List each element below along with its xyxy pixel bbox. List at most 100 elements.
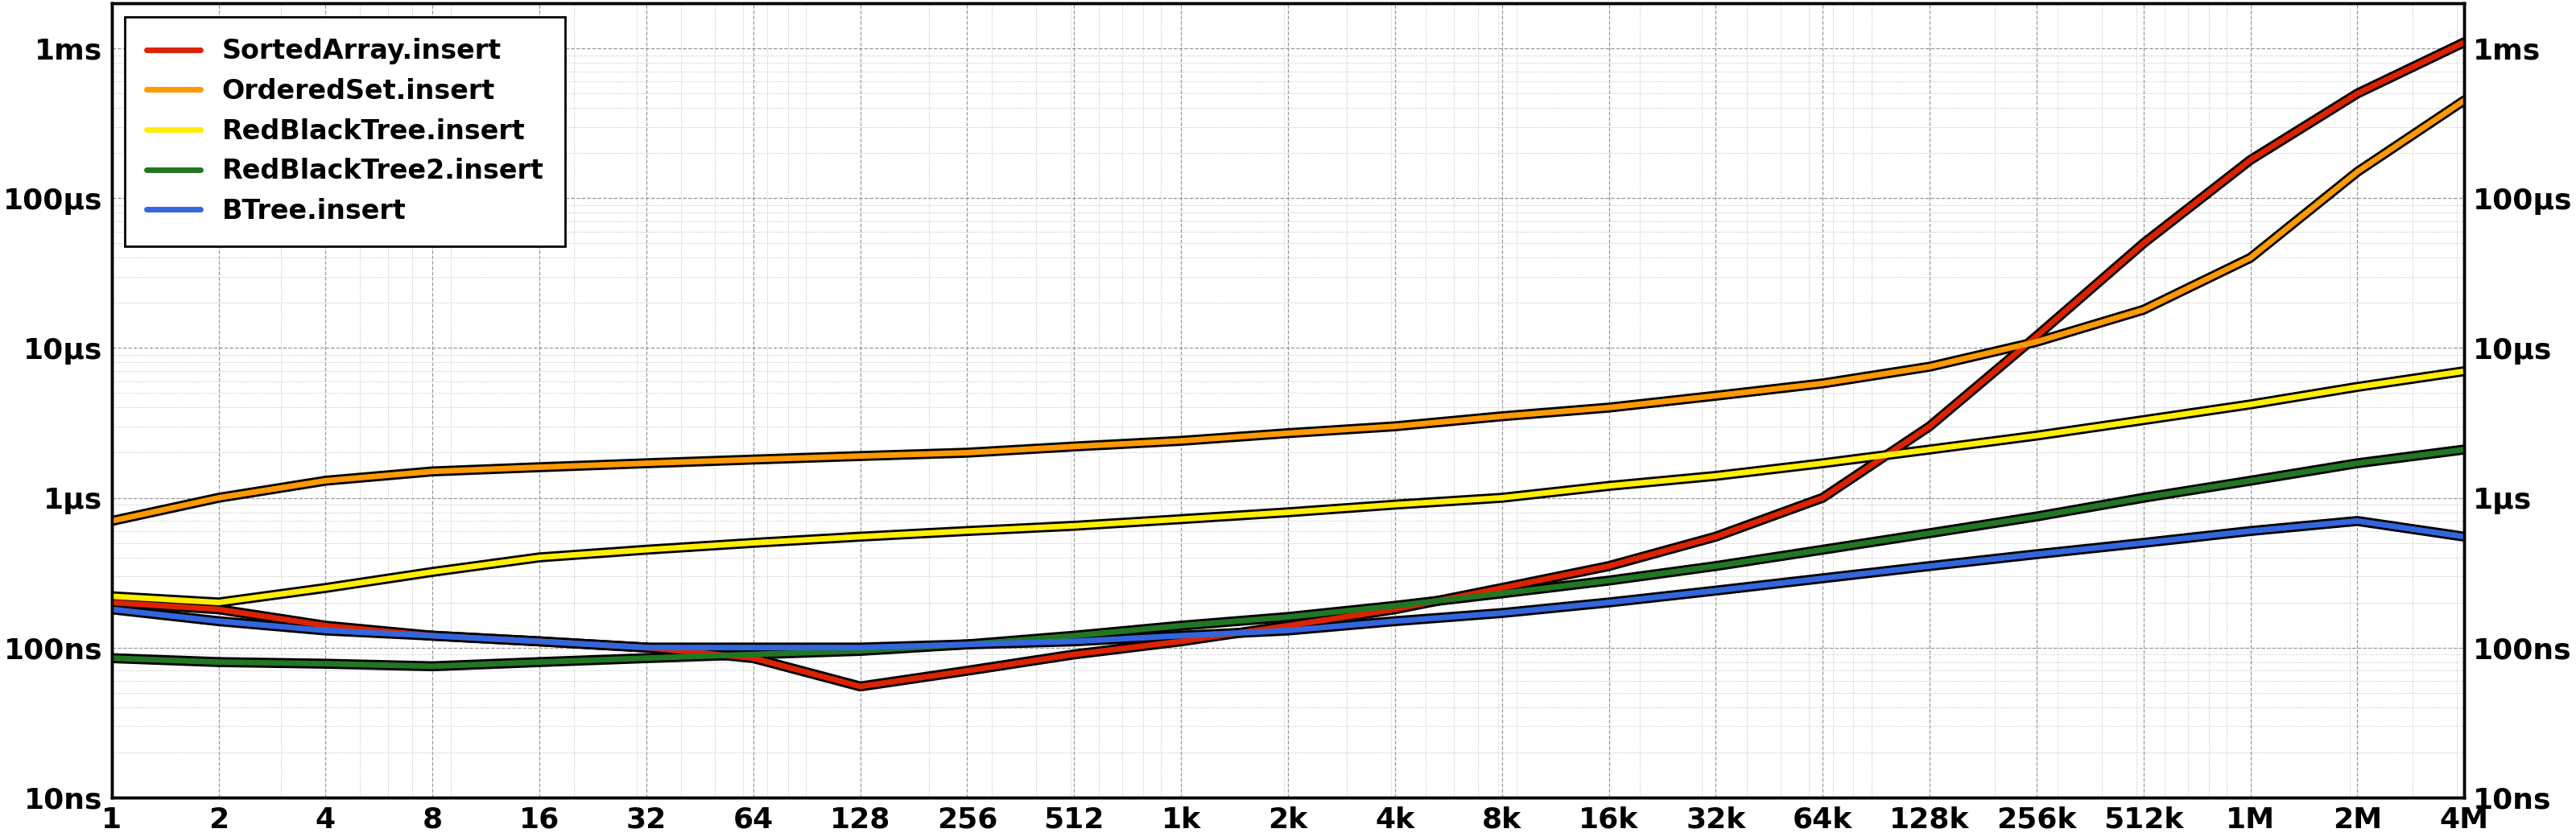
OrderedSet.insert	[1595, 403, 1625, 413]
RedBlackTree.insert	[1164, 514, 1195, 524]
BTree.insert	[1059, 636, 1090, 646]
RedBlackTree2.insert	[204, 657, 234, 667]
SortedArray.insert	[309, 621, 340, 631]
RedBlackTree.insert	[204, 598, 234, 608]
RedBlackTree.insert	[2128, 415, 2159, 425]
BTree.insert	[1700, 586, 1731, 596]
OrderedSet.insert	[95, 516, 126, 526]
BTree.insert	[309, 625, 340, 635]
RedBlackTree.insert	[1486, 493, 1517, 503]
BTree.insert	[204, 616, 234, 626]
BTree.insert	[631, 643, 662, 653]
SortedArray.insert	[951, 665, 981, 675]
RedBlackTree.insert	[1273, 507, 1303, 517]
Line: BTree.insert: BTree.insert	[111, 521, 2465, 648]
SortedArray.insert	[1381, 604, 1412, 614]
RedBlackTree2.insert	[523, 657, 554, 667]
RedBlackTree2.insert	[1700, 561, 1731, 571]
SortedArray.insert	[2342, 89, 2372, 99]
BTree.insert	[1808, 573, 1839, 583]
RedBlackTree2.insert	[2128, 493, 2159, 503]
BTree.insert	[95, 604, 126, 614]
BTree.insert	[1273, 625, 1303, 635]
RedBlackTree.insert	[523, 552, 554, 562]
RedBlackTree2.insert	[1164, 621, 1195, 631]
SortedArray.insert	[2450, 37, 2481, 47]
RedBlackTree2.insert	[1486, 588, 1517, 598]
Line: RedBlackTree.insert: RedBlackTree.insert	[111, 371, 2465, 603]
OrderedSet.insert	[2022, 336, 2053, 347]
BTree.insert	[417, 630, 448, 640]
RedBlackTree2.insert	[1059, 630, 1090, 640]
Line: OrderedSet.insert: OrderedSet.insert	[111, 100, 2465, 521]
OrderedSet.insert	[845, 451, 876, 461]
RedBlackTree.insert	[845, 531, 876, 542]
BTree.insert	[1914, 561, 1945, 571]
OrderedSet.insert	[417, 466, 448, 476]
SortedArray.insert	[2236, 155, 2267, 165]
BTree.insert	[2342, 516, 2372, 526]
SortedArray.insert	[1273, 621, 1303, 631]
BTree.insert	[1486, 608, 1517, 618]
RedBlackTree.insert	[2236, 399, 2267, 409]
RedBlackTree2.insert	[1808, 545, 1839, 555]
OrderedSet.insert	[1164, 436, 1195, 446]
OrderedSet.insert	[1700, 391, 1731, 401]
OrderedSet.insert	[1059, 441, 1090, 451]
OrderedSet.insert	[737, 454, 768, 465]
RedBlackTree.insert	[1808, 458, 1839, 468]
SortedArray.insert	[1914, 421, 1945, 431]
RedBlackTree.insert	[1059, 521, 1090, 531]
BTree.insert	[845, 643, 876, 653]
SortedArray.insert	[95, 598, 126, 608]
OrderedSet.insert	[309, 475, 340, 485]
SortedArray.insert	[1808, 493, 1839, 503]
RedBlackTree.insert	[417, 567, 448, 577]
SortedArray.insert	[204, 604, 234, 614]
OrderedSet.insert	[2236, 253, 2267, 263]
RedBlackTree2.insert	[309, 659, 340, 669]
SortedArray.insert	[1700, 531, 1731, 542]
SortedArray.insert	[737, 653, 768, 663]
RedBlackTree.insert	[2022, 430, 2053, 440]
OrderedSet.insert	[2342, 167, 2372, 177]
RedBlackTree2.insert	[2022, 511, 2053, 521]
RedBlackTree2.insert	[631, 653, 662, 663]
OrderedSet.insert	[1381, 421, 1412, 431]
SortedArray.insert	[845, 681, 876, 691]
SortedArray.insert	[2022, 331, 2053, 341]
RedBlackTree2.insert	[1273, 612, 1303, 622]
RedBlackTree.insert	[1914, 444, 1945, 454]
BTree.insert	[2022, 549, 2053, 559]
BTree.insert	[2236, 526, 2267, 536]
RedBlackTree2.insert	[1381, 601, 1412, 611]
OrderedSet.insert	[1486, 411, 1517, 421]
SortedArray.insert	[2128, 239, 2159, 249]
OrderedSet.insert	[204, 493, 234, 503]
RedBlackTree2.insert	[2450, 444, 2481, 454]
SortedArray.insert	[417, 630, 448, 640]
BTree.insert	[1595, 598, 1625, 608]
OrderedSet.insert	[2450, 95, 2481, 105]
RedBlackTree.insert	[95, 591, 126, 601]
Line: RedBlackTree2.insert: RedBlackTree2.insert	[111, 449, 2465, 666]
OrderedSet.insert	[951, 448, 981, 458]
RedBlackTree2.insert	[2236, 475, 2267, 485]
OrderedSet.insert	[1273, 429, 1303, 439]
Line: SortedArray.insert: SortedArray.insert	[111, 42, 2465, 686]
BTree.insert	[1164, 630, 1195, 640]
SortedArray.insert	[1486, 583, 1517, 593]
RedBlackTree.insert	[1381, 500, 1412, 510]
Legend: SortedArray.insert, OrderedSet.insert, RedBlackTree.insert, RedBlackTree2.insert: SortedArray.insert, OrderedSet.insert, R…	[126, 17, 564, 246]
SortedArray.insert	[1595, 561, 1625, 571]
RedBlackTree2.insert	[1595, 576, 1625, 586]
RedBlackTree.insert	[631, 545, 662, 555]
RedBlackTree.insert	[309, 583, 340, 593]
RedBlackTree2.insert	[2342, 458, 2372, 468]
RedBlackTree.insert	[2342, 382, 2372, 392]
SortedArray.insert	[1164, 636, 1195, 646]
OrderedSet.insert	[523, 462, 554, 472]
BTree.insert	[2128, 538, 2159, 548]
OrderedSet.insert	[1914, 362, 1945, 372]
RedBlackTree.insert	[1595, 481, 1625, 491]
